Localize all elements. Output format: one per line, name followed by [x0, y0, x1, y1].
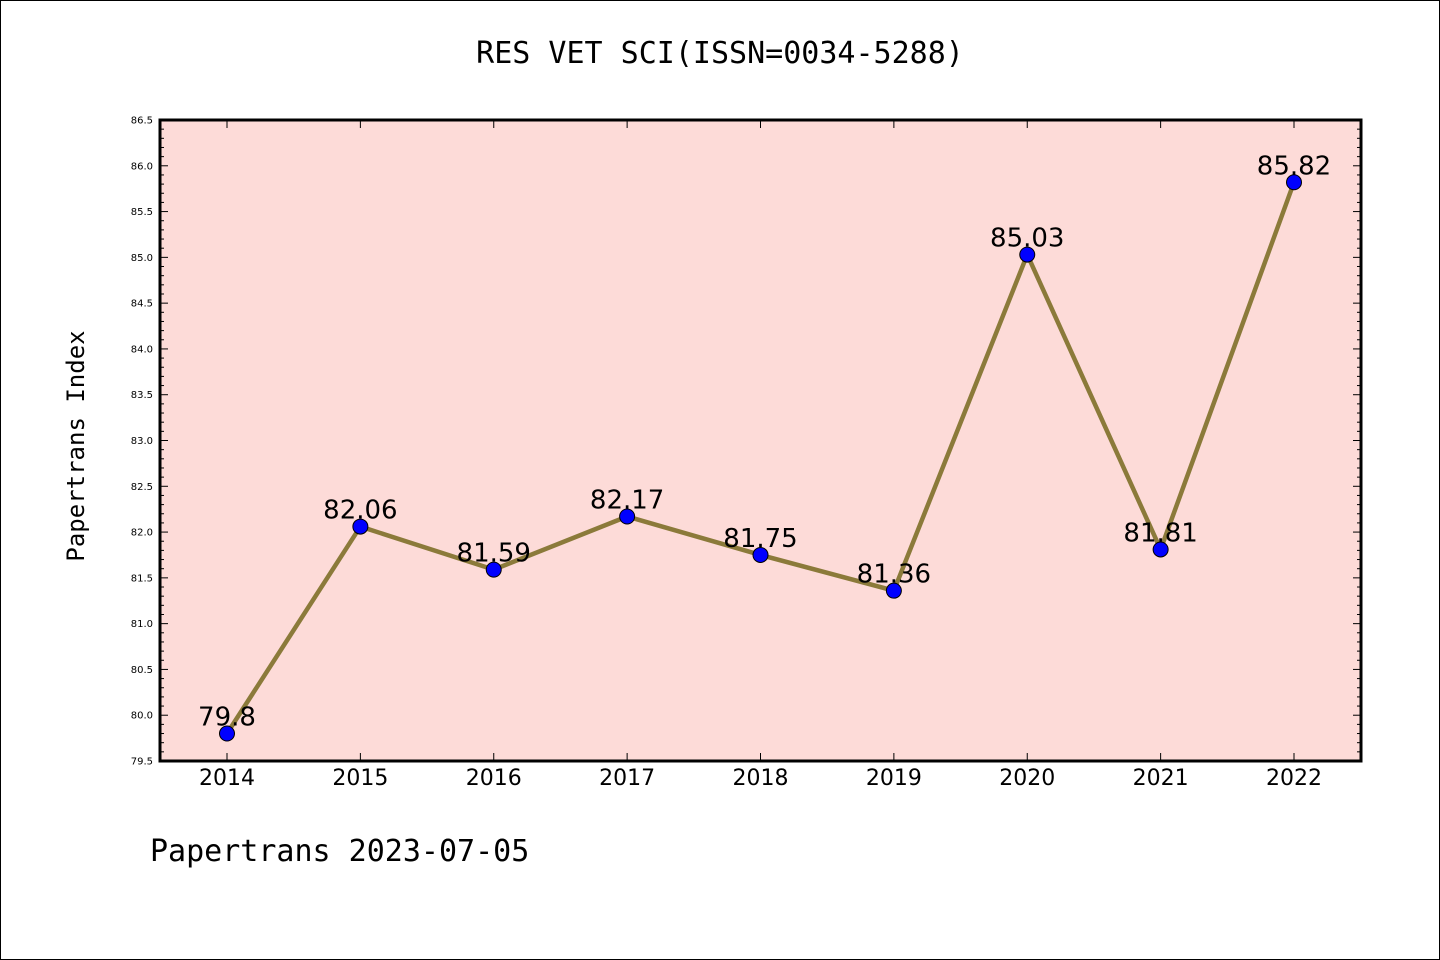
y-tick-label: 80.5 — [131, 665, 153, 676]
y-tick-label: 84.0 — [131, 344, 153, 355]
y-tick-label: 85.0 — [131, 253, 153, 264]
data-label: 85.82 — [1257, 151, 1331, 181]
data-point-marker — [219, 725, 235, 742]
x-axis-ticks: 2014 2015 2016 2017 2018 2019 2020 2021 2022 — [199, 120, 1322, 791]
x-tick-label: 2019 — [866, 766, 922, 791]
plot-area — [160, 120, 1361, 761]
y-tick-label: 83.0 — [131, 436, 153, 447]
y-tick-label: 81.0 — [131, 619, 153, 630]
y-tick-label: 85.5 — [131, 207, 153, 218]
y-tick-label: 86.0 — [131, 161, 153, 172]
y-tick-label: 81.5 — [131, 573, 153, 584]
y-tick-label: 86.5 — [131, 116, 153, 127]
y-tick-label: 82.5 — [131, 482, 153, 493]
data-label: 81.59 — [457, 539, 531, 569]
data-label: 79.8 — [198, 703, 256, 733]
data-point-marker — [485, 561, 502, 578]
data-point-marker — [352, 518, 369, 535]
data-point-marker — [1286, 174, 1302, 191]
data-point-marker — [752, 546, 769, 563]
x-tick-label: 2016 — [466, 766, 522, 791]
plot-border — [158, 118, 1363, 763]
data-label: 82.06 — [323, 496, 397, 526]
data-label: 81.81 — [1123, 518, 1197, 548]
series-group: 79.8 82.06 81.59 82.17 81.75 81.36 85.03 81.81 8… — [198, 151, 1331, 742]
data-label: 81.36 — [857, 560, 931, 590]
x-tick-label: 2022 — [1266, 766, 1322, 791]
data-label: 85.03 — [990, 224, 1064, 254]
data-point-marker — [1152, 541, 1169, 558]
data-point-marker — [1019, 246, 1036, 263]
y-tick-label: 79.5 — [131, 757, 153, 768]
y-tick-label: 83.5 — [131, 390, 153, 401]
x-tick-label: 2020 — [999, 766, 1055, 791]
x-tick-label: 2021 — [1133, 766, 1189, 791]
data-label: 81.75 — [723, 524, 797, 554]
y-tick-label: 80.0 — [131, 711, 153, 722]
chart-title: RES VET SCI(ISSN=0034-5288) — [476, 36, 964, 71]
data-label: 82.17 — [590, 486, 664, 516]
data-point-marker — [619, 508, 636, 525]
footer-date: Papertrans 2023-07-05 — [150, 834, 530, 869]
y-tick-label: 84.5 — [131, 299, 153, 310]
x-tick-label: 2015 — [332, 766, 388, 791]
data-point-marker — [885, 582, 902, 599]
x-tick-label: 2017 — [599, 766, 655, 791]
x-tick-label: 2014 — [199, 766, 255, 791]
x-tick-label: 2018 — [733, 766, 789, 791]
y-tick-label: 82.0 — [131, 528, 153, 539]
